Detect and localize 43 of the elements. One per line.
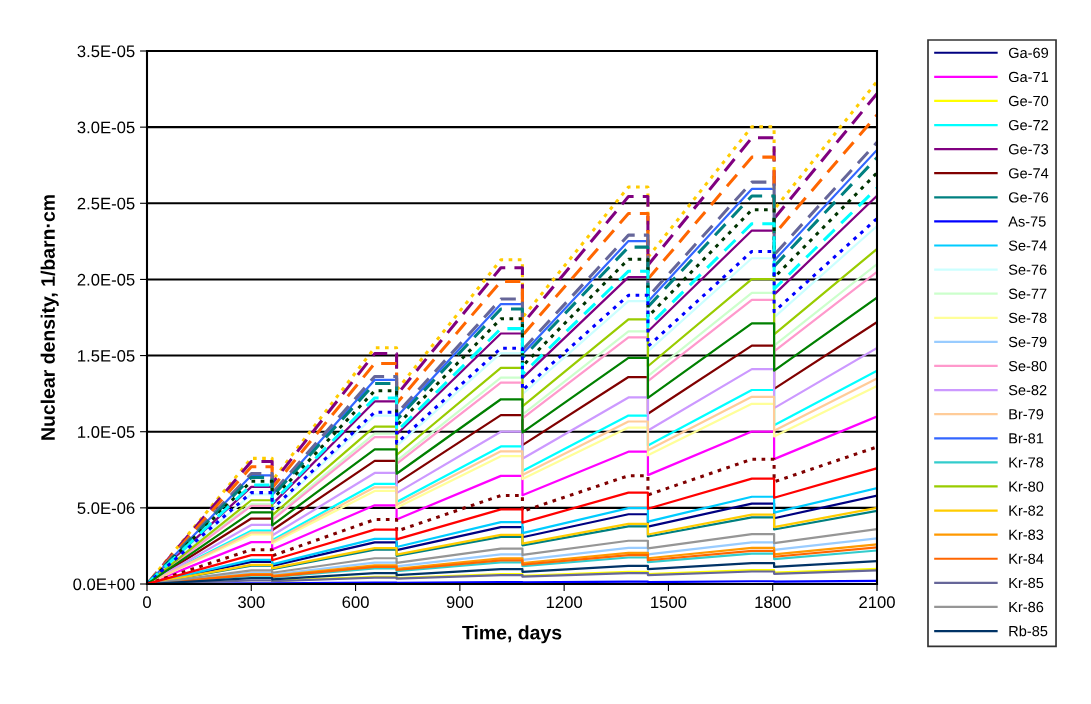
- y-tick-label: 2.5E-05: [77, 197, 135, 210]
- legend-label: Br-79: [1009, 409, 1044, 420]
- legend-label: Br-81: [1009, 433, 1044, 444]
- legend-label: Se-82: [1008, 385, 1047, 396]
- y-tick-label: 3.0E-05: [77, 121, 135, 134]
- x-tick-label: 900: [446, 596, 474, 609]
- legend-label: Kr-80: [1009, 481, 1044, 492]
- x-tick-label: 1500: [651, 596, 687, 609]
- legend-label: Se-80: [1008, 360, 1047, 372]
- legend-label: Se-76: [1008, 264, 1047, 275]
- y-tick-label: 5.0E-06: [77, 502, 135, 515]
- legend-label: Kr-83: [1009, 529, 1044, 540]
- legend-label: Rb-85: [1009, 625, 1048, 637]
- legend-label: Ga-69: [1008, 47, 1049, 58]
- legend-label: Kr-82: [1009, 505, 1044, 516]
- legend-label: Se-74: [1008, 240, 1047, 251]
- legend-label: Ge-74: [1008, 168, 1049, 179]
- legend-label: Kr-86: [1009, 601, 1044, 613]
- y-tick-label: 0.0E+00: [73, 578, 135, 591]
- legend-label: Ge-70: [1008, 95, 1049, 107]
- legend-label: Kr-84: [1009, 553, 1044, 564]
- legend-label: Kr-85: [1009, 577, 1044, 589]
- legend-label: Ge-72: [1008, 119, 1049, 131]
- legend-label: Ge-73: [1008, 144, 1049, 155]
- legend-label: Ga-71: [1008, 71, 1049, 83]
- legend-label: Se-78: [1008, 312, 1047, 324]
- legend-label: Ge-76: [1008, 192, 1049, 203]
- x-tick-label: 2100: [859, 596, 895, 609]
- x-tick-label: 1800: [755, 596, 791, 609]
- legend-label: Se-79: [1008, 336, 1047, 348]
- legend-label: Kr-78: [1009, 457, 1044, 468]
- y-axis-title: Nuclear density, 1/barn·cm: [40, 195, 59, 440]
- y-tick-label: 2.0E-05: [77, 273, 135, 286]
- x-tick-label: 600: [342, 596, 369, 609]
- y-tick-label: 1.0E-05: [78, 426, 135, 438]
- x-tick-label: 300: [238, 596, 265, 609]
- y-tick-label: 1.5E-05: [78, 349, 135, 362]
- x-tick-label: 1200: [546, 596, 583, 609]
- x-axis-title: Time, days: [462, 625, 562, 644]
- legend-label: Se-77: [1008, 288, 1047, 299]
- x-tick-label: 0: [143, 596, 151, 609]
- y-tick-label: 3.5E-05: [77, 45, 135, 58]
- legend-label: As-75: [1008, 216, 1046, 227]
